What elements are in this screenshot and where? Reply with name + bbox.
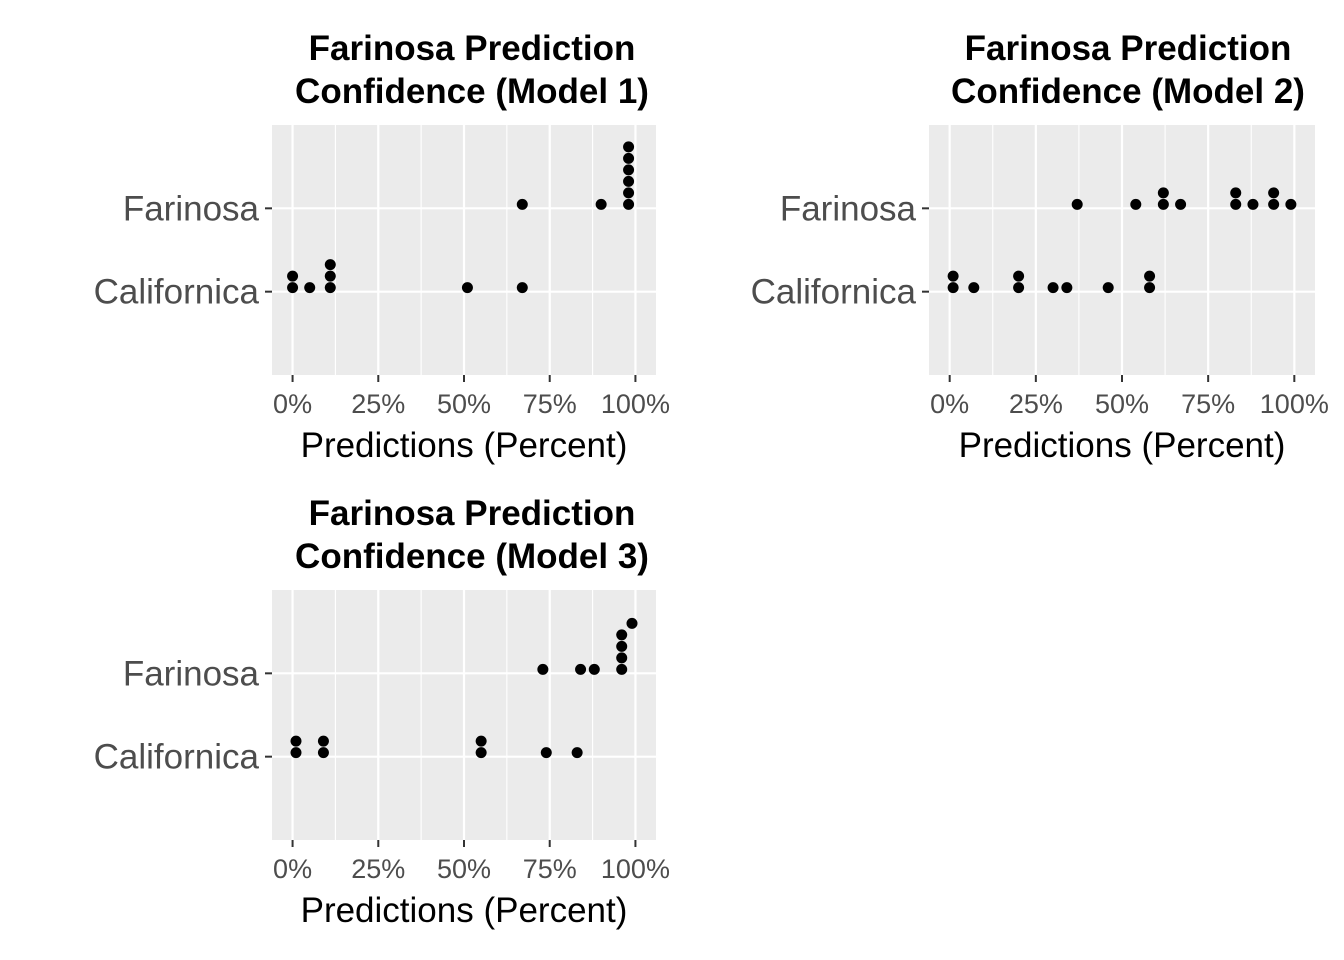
data-point xyxy=(1247,198,1259,210)
data-point xyxy=(324,259,336,271)
data-point xyxy=(623,175,635,187)
y-tick-label: Farinosa xyxy=(123,654,260,693)
data-point xyxy=(475,747,487,759)
data-point xyxy=(304,282,316,294)
data-point xyxy=(947,282,959,294)
data-point xyxy=(1268,198,1280,210)
data-point xyxy=(1157,198,1169,210)
x-tick-label: 25% xyxy=(351,389,405,419)
data-point xyxy=(516,282,528,294)
data-point xyxy=(623,152,635,164)
data-point xyxy=(595,198,607,210)
data-point xyxy=(626,617,638,629)
data-point xyxy=(1144,282,1156,294)
data-point xyxy=(1061,282,1073,294)
data-point xyxy=(317,735,329,747)
chart-title-line: Farinosa Prediction xyxy=(309,29,636,68)
data-point xyxy=(1013,282,1025,294)
x-tick-label: 75% xyxy=(523,854,577,884)
data-point xyxy=(623,187,635,199)
x-tick-label: 25% xyxy=(1009,389,1063,419)
data-point xyxy=(623,198,635,210)
y-tick-label: Californica xyxy=(94,738,260,777)
x-axis-title: Predictions (Percent) xyxy=(301,426,628,465)
data-point xyxy=(616,663,628,675)
data-point xyxy=(1013,270,1025,282)
x-axis-title: Predictions (Percent) xyxy=(301,891,628,930)
chart-title-line: Confidence (Model 1) xyxy=(295,72,649,111)
data-point xyxy=(1230,187,1242,199)
x-tick-label: 50% xyxy=(437,389,491,419)
data-point xyxy=(616,640,628,652)
data-point xyxy=(616,629,628,641)
data-point xyxy=(516,198,528,210)
data-point xyxy=(588,663,600,675)
data-point xyxy=(616,652,628,664)
x-tick-label: 0% xyxy=(273,854,312,884)
data-point xyxy=(324,270,336,282)
data-point xyxy=(1102,282,1114,294)
data-point xyxy=(290,735,302,747)
y-tick-label: Californica xyxy=(751,273,917,312)
x-tick-label: 25% xyxy=(351,854,405,884)
data-point xyxy=(475,735,487,747)
data-point xyxy=(623,141,635,153)
data-point xyxy=(1175,198,1187,210)
data-point xyxy=(1230,198,1242,210)
x-axis-title: Predictions (Percent) xyxy=(959,426,1286,465)
chart-title-line: Farinosa Prediction xyxy=(309,494,636,533)
y-tick-label: Farinosa xyxy=(780,189,917,228)
data-point xyxy=(968,282,980,294)
data-point xyxy=(1130,198,1142,210)
data-point xyxy=(290,747,302,759)
data-point xyxy=(287,282,299,294)
data-point xyxy=(540,747,552,759)
data-point xyxy=(1144,270,1156,282)
x-tick-label: 50% xyxy=(1095,389,1149,419)
data-point xyxy=(1047,282,1059,294)
x-tick-label: 100% xyxy=(1260,389,1329,419)
x-tick-label: 100% xyxy=(601,389,670,419)
data-point xyxy=(1157,187,1169,199)
x-tick-label: 50% xyxy=(437,854,491,884)
x-tick-label: 100% xyxy=(601,854,670,884)
chart-panel-2: Farinosa Prediction Confidence (Model 2) C… xyxy=(751,29,1329,465)
data-point xyxy=(324,282,336,294)
x-tick-label: 0% xyxy=(930,389,969,419)
data-point xyxy=(1268,187,1280,199)
x-tick-label: 0% xyxy=(273,389,312,419)
data-point xyxy=(623,164,635,176)
chart-panel-3: Farinosa Prediction Confidence (Model 3) C… xyxy=(94,494,670,930)
data-point xyxy=(1285,198,1297,210)
x-tick-label: 75% xyxy=(1181,389,1235,419)
x-tick-label: 75% xyxy=(523,389,577,419)
chart-panel-1: Farinosa Prediction Confidence (Model 1) C… xyxy=(94,29,670,465)
data-point xyxy=(317,747,329,759)
data-point xyxy=(571,747,583,759)
chart-title-line: Confidence (Model 2) xyxy=(951,72,1305,111)
y-tick-label: Californica xyxy=(94,273,260,312)
data-point xyxy=(461,282,473,294)
data-point xyxy=(947,270,959,282)
data-point xyxy=(537,663,549,675)
y-tick-label: Farinosa xyxy=(123,189,260,228)
chart-title-line: Farinosa Prediction xyxy=(965,29,1292,68)
data-point xyxy=(575,663,587,675)
data-point xyxy=(287,270,299,282)
chart-title-line: Confidence (Model 3) xyxy=(295,537,649,576)
data-point xyxy=(1071,198,1083,210)
